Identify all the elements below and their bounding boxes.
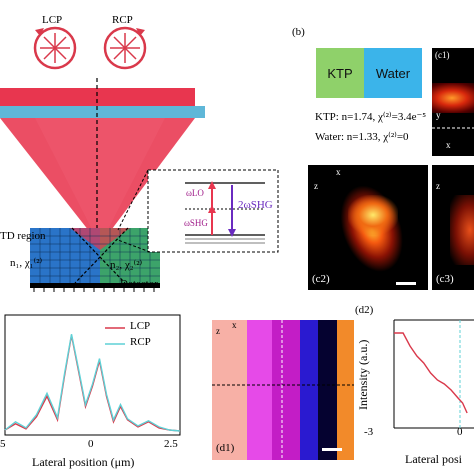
panel-d1-image: z x (d1) [212, 320, 354, 460]
chart-left-tick-right: 2.5 [164, 438, 178, 450]
c2-scale-bar [396, 282, 416, 285]
d1-z-axis: z [216, 326, 220, 336]
intensity-chart [393, 319, 474, 429]
two-omega-label: 2ωSHG [238, 199, 273, 211]
rcp-polarization-icon [103, 26, 147, 70]
n1-label: n₁, χ₁⁽²⁾ [10, 257, 43, 269]
panel-c1-image: (c1) y x [432, 48, 474, 156]
omega-shg-label: ωSHG [184, 218, 208, 228]
panel-d2-label: (d2) [355, 304, 374, 316]
panel-c3-label: (c3) [436, 273, 454, 285]
d2-ylabel: Intensity (a.u.) [356, 339, 370, 410]
panel-d1-label: (d1) [216, 442, 235, 454]
water-label: Water [375, 65, 411, 81]
rcp-label: RCP [112, 14, 133, 26]
panel-c1-label: (c1) [435, 50, 450, 60]
panel-b-label: (b) [292, 26, 305, 38]
water-swatch: Water [364, 48, 422, 98]
legend-rcp: RCP [130, 336, 151, 348]
ktp-swatch: KTP [316, 48, 364, 98]
c2-z-axis: z [314, 181, 318, 191]
d1-x-axis: x [232, 320, 237, 330]
lateral-profile-chart [4, 314, 181, 436]
lcp-polarization-icon [33, 26, 77, 70]
d1-scale-bar [322, 448, 342, 451]
n2-label: n₂, χ₂⁽²⁾ [110, 259, 143, 271]
ktp-properties: KTP: n=1.74, χ⁽²⁾=3.4e⁻⁵ [315, 111, 427, 123]
rcp-series-line [4, 334, 181, 432]
detector-bar [30, 283, 160, 292]
c3-z-axis: z [436, 181, 440, 191]
intensity-series-line [394, 332, 468, 414]
omega-lo-label: ωLO [186, 188, 204, 198]
c2-x-axis: x [336, 167, 341, 177]
chart-left-tick-left: 5 [0, 438, 6, 450]
td-region-grid [30, 227, 160, 284]
detector-label: Detector [120, 278, 158, 290]
td-region-label: TD region [0, 230, 46, 242]
c1-y-axis: y [436, 110, 441, 120]
d2-tick-x1: 0 [457, 426, 463, 438]
d2-xlabel: Lateral posi [405, 452, 462, 466]
ktp-label: KTP [327, 65, 353, 81]
energy-level-inset [117, 169, 279, 253]
legend-lcp: LCP [130, 320, 151, 332]
setup-diagram [0, 26, 279, 292]
c1-x-axis: x [446, 140, 451, 150]
chart-left-tick-zero: 0 [88, 438, 94, 450]
d2-tick-x0: -3 [364, 426, 374, 438]
water-properties: Water: n=1.33, χ⁽²⁾=0 [315, 131, 409, 143]
panel-c3-image: z (c3) [432, 165, 474, 290]
chart-left-xlabel: Lateral position (μm) [32, 455, 135, 469]
lcp-label: LCP [42, 14, 63, 26]
panel-c2-image: z x (c2) [308, 165, 428, 290]
panel-c2-label: (c2) [312, 273, 330, 285]
